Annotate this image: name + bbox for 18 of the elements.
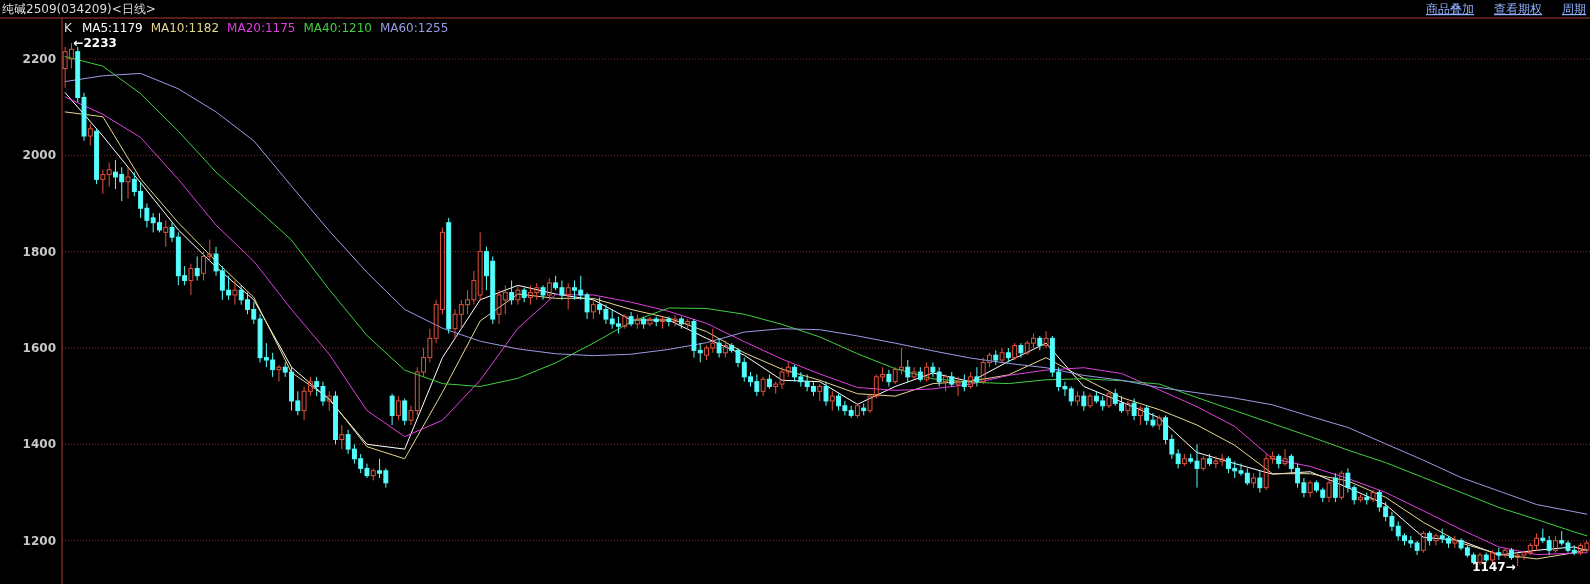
text: 商品叠加 bbox=[1426, 2, 1474, 16]
annotation: 1147→ bbox=[1472, 560, 1516, 575]
annotation: K bbox=[64, 21, 73, 35]
text: MA20:1175 bbox=[227, 21, 296, 35]
chart-title: 纯碱2509(034209)<日线> bbox=[2, 2, 156, 16]
text: 查看期权 bbox=[1494, 2, 1542, 16]
y-tick-label: 2000 bbox=[22, 148, 56, 163]
text: 周期 bbox=[1562, 2, 1586, 16]
text: MA40:1210 bbox=[303, 21, 372, 35]
text: MA10:1182 bbox=[150, 21, 220, 35]
y-tick-label: 1600 bbox=[22, 340, 56, 355]
text: MA5:1179 bbox=[81, 21, 143, 35]
y-tick-label: 1800 bbox=[22, 244, 56, 259]
annotation: ←2233 bbox=[73, 36, 117, 51]
y-tick-label: 1200 bbox=[22, 533, 56, 548]
y-tick-label: 2200 bbox=[22, 51, 56, 66]
text: MA60:1255 bbox=[379, 21, 449, 35]
y-tick-label: 1400 bbox=[22, 437, 56, 452]
